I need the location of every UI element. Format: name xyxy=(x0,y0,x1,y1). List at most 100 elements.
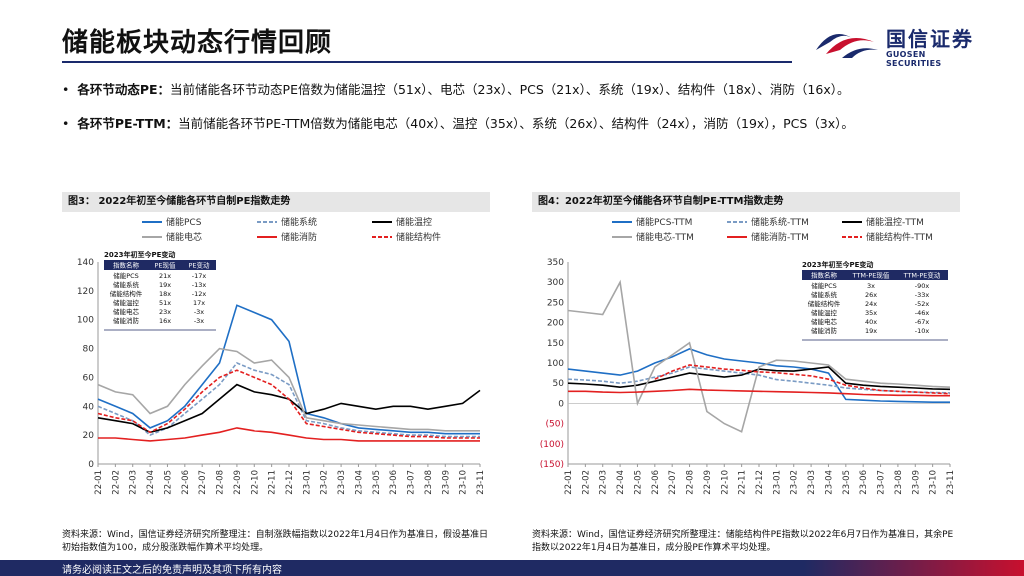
table-cell: 储能PCS xyxy=(113,271,139,280)
table-cell: 储能消防 xyxy=(113,316,140,325)
chart-caption: 图3： 2022年初至今储能各环节自制PE指数走势 xyxy=(62,192,490,212)
y-tick-label: 150 xyxy=(547,339,564,349)
y-tick-label: 50 xyxy=(553,379,565,389)
series-line xyxy=(567,366,951,391)
series-line xyxy=(567,348,950,403)
legend-label: 储能消防 xyxy=(281,231,317,243)
legend-label: 储能系统 xyxy=(281,216,317,228)
y-tick-label: 0 xyxy=(88,460,94,470)
x-tick-label: 23-03 xyxy=(337,470,347,495)
legend-label: 储能温控 xyxy=(396,216,432,228)
table-cell: -90x xyxy=(915,282,930,290)
x-tick-label: 22-03 xyxy=(129,470,139,495)
legend-label: 储能消防-TTM xyxy=(751,231,809,243)
source-note: 资料来源：Wind，国信证券经济研究所整理注：自制涨跌幅指数以2022年1月4日… xyxy=(62,530,488,553)
guosen-logo-icon xyxy=(816,34,878,58)
table-header-bg xyxy=(802,270,948,280)
table-cell: -3x xyxy=(194,317,204,325)
bullet-text: 当前储能各环节动态PE倍数为储能温控（51x）、电芯（23x）、PCS（21x）… xyxy=(170,82,850,97)
y-tick-label: 300 xyxy=(547,278,564,288)
table-cell: 35x xyxy=(865,309,877,317)
table-cell: 储能结构件 xyxy=(110,289,143,298)
table-cell: -12x xyxy=(192,290,207,298)
x-tick-label: 23-08 xyxy=(424,470,434,495)
legend-label: 储能电芯 xyxy=(166,231,202,243)
x-tick-label: 23-09 xyxy=(911,470,921,495)
x-tick-label: 23-06 xyxy=(859,470,869,495)
x-tick-label: 23-11 xyxy=(476,470,486,495)
table-cell: 24x xyxy=(865,300,877,308)
table-title: 2023年初至今PE变动 xyxy=(104,250,175,259)
table-cell: 16x xyxy=(159,317,171,325)
legend-label: 储能结构件-TTM xyxy=(866,231,933,243)
x-tick-label: 22-09 xyxy=(703,470,713,495)
x-tick-label: 23-01 xyxy=(772,470,782,495)
x-tick-label: 23-03 xyxy=(807,470,817,495)
x-tick-label: 22-12 xyxy=(755,470,765,495)
x-tick-label: 22-02 xyxy=(111,470,121,495)
x-tick-label: 22-10 xyxy=(250,470,260,495)
bullet-item: • 各环节PE-TTM：当前储能各环节PE-TTM倍数为储能电芯（40x）、温控… xyxy=(62,116,854,131)
table-cell: 17x xyxy=(193,299,205,307)
x-tick-label: 22-05 xyxy=(633,470,643,495)
x-tick-label: 22-11 xyxy=(268,470,278,495)
series-line xyxy=(97,362,480,438)
x-tick-label: 22-04 xyxy=(616,470,626,495)
logo-cn-text: 国信证券 xyxy=(886,27,974,51)
y-tick-label: (150) xyxy=(540,460,564,470)
x-tick-label: 22-12 xyxy=(285,470,295,495)
y-tick-label: 250 xyxy=(547,298,564,308)
x-tick-label: 23-05 xyxy=(372,470,382,495)
y-tick-label: 80 xyxy=(83,345,95,355)
table-header: 指数名称 xyxy=(811,271,838,280)
x-tick-label: 22-01 xyxy=(94,470,104,495)
y-tick-label: (50) xyxy=(546,420,564,430)
table-cell: 储能结构件 xyxy=(808,299,841,308)
y-tick-label: 20 xyxy=(83,431,95,441)
x-tick-label: 22-04 xyxy=(146,470,156,495)
y-tick-label: 350 xyxy=(547,258,564,268)
source-note: 资料来源：Wind，国信证券经济研究所整理注：储能结构件PE指数以2022年6月… xyxy=(532,530,954,553)
y-tick-label: 200 xyxy=(547,319,564,329)
table-cell: 51x xyxy=(159,299,171,307)
x-tick-label: 23-10 xyxy=(459,470,469,495)
bullet-head: 各环节动态PE： xyxy=(77,82,171,97)
chart-panel-right: 图4：2022年初至今储能各环节自制PE-TTM指数走势 储能PCS-TTM 储能… xyxy=(532,192,960,522)
legend-label: 储能PCS xyxy=(166,216,202,228)
table-cell: -3x xyxy=(194,308,204,316)
y-tick-label: (100) xyxy=(540,440,564,450)
y-tick-label: 120 xyxy=(77,287,94,297)
table-cell: -33x xyxy=(915,291,930,299)
table-cell: 3x xyxy=(867,282,875,290)
table-cell: 储能电芯 xyxy=(811,317,838,326)
table-cell: -13x xyxy=(192,281,207,289)
slide-title: 储能板块动态行情回顾 xyxy=(62,28,333,58)
x-tick-label: 22-06 xyxy=(651,470,661,495)
legend-label: 储能PCS-TTM xyxy=(636,216,692,228)
y-tick-label: 0 xyxy=(558,399,564,409)
x-tick-label: 23-07 xyxy=(877,470,887,495)
series-line xyxy=(97,369,480,439)
bullet-list: • 各环节动态PE：当前储能各环节动态PE倍数为储能温控（51x）、电芯（23x… xyxy=(62,73,854,141)
x-tick-label: 22-08 xyxy=(686,470,696,495)
table-cell: 19x xyxy=(159,281,171,289)
table-cell: 储能系统 xyxy=(811,290,838,299)
table-cell: 储能消防 xyxy=(811,326,838,335)
pe-ttm-index-chart: 储能PCS-TTM 储能系统-TTM 储能温控-TTM 储能电芯-TTM 储能消防-TT… xyxy=(540,216,956,495)
bullet-head: 各环节PE-TTM： xyxy=(77,116,179,131)
chart-panel-left: 图3： 2022年初至今储能各环节自制PE指数走势 储能PCS 储能系统 储能温控储… xyxy=(62,192,490,522)
x-tick-label: 22-06 xyxy=(181,470,191,495)
table-header: PE变动 xyxy=(188,261,210,270)
table-cell: 储能系统 xyxy=(113,280,140,289)
y-tick-label: 140 xyxy=(77,258,94,268)
legend-label: 储能温控-TTM xyxy=(866,216,924,228)
chart-caption: 图4：2022年初至今储能各环节自制PE-TTM指数走势 xyxy=(532,192,960,212)
x-tick-label: 22-02 xyxy=(581,470,591,495)
footer-accent xyxy=(804,560,1024,576)
table-cell: 18x xyxy=(159,290,171,298)
table-cell: 21x xyxy=(159,272,171,280)
x-tick-label: 22-11 xyxy=(738,470,748,495)
x-tick-label: 22-08 xyxy=(216,470,226,495)
y-tick-label: 60 xyxy=(83,373,95,383)
